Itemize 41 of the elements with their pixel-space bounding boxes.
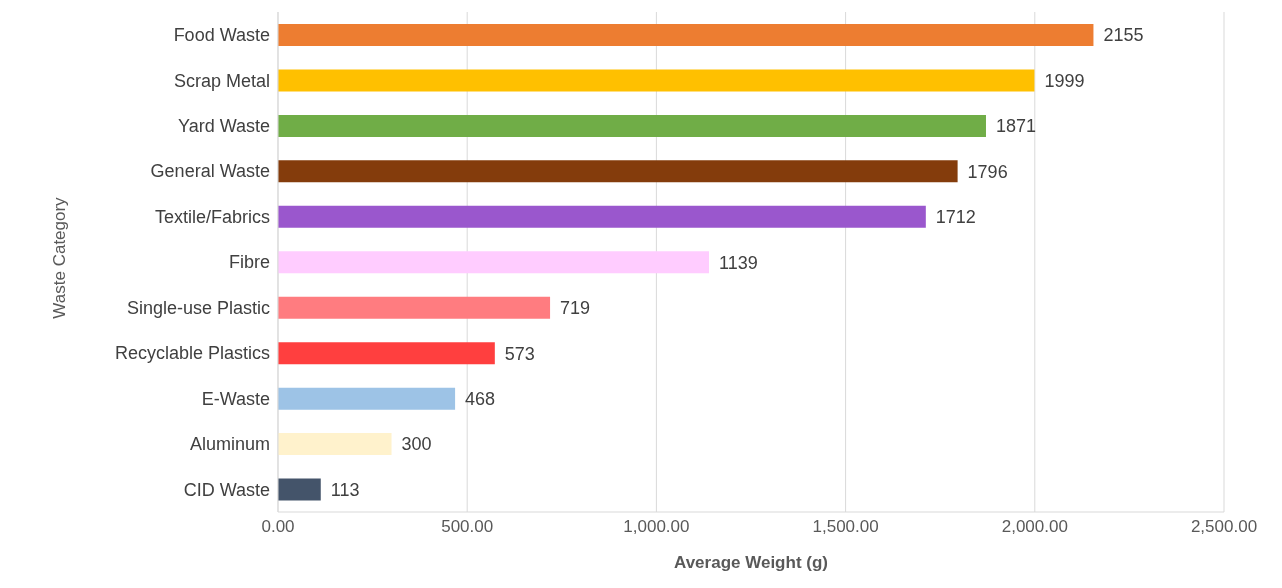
x-tick-label: 0.00 [261,517,295,537]
bar [278,24,1094,46]
y-tick-label: Food Waste [173,25,270,46]
bar [278,478,321,501]
x-tick-label: 2,500.00 [1190,517,1258,537]
data-label: 2155 [1103,25,1144,46]
y-tick-label: General Waste [150,161,270,182]
bar [278,251,709,274]
x-tick-label: 500.00 [441,517,494,537]
y-tick-label: Recyclable Plastics [114,343,270,364]
y-axis-title: Waste Category [50,197,70,319]
bar [278,387,456,410]
bar [278,205,926,228]
data-label: 300 [401,434,432,455]
bar [278,69,1035,92]
y-tick-label: Aluminum [189,434,270,455]
y-tick-label: E-Waste [201,388,270,409]
y-tick-label: CID Waste [183,479,270,500]
data-label: 573 [504,343,535,364]
data-label: 1999 [1044,70,1085,91]
y-tick-label: Single-use Plastic [126,297,270,318]
y-tick-label: Fibre [228,252,270,273]
bar [278,342,495,365]
bar [278,296,551,319]
bar [278,114,986,137]
y-tick-label: Textile/Fabrics [154,206,270,227]
x-tick-label: 1,000.00 [623,517,690,537]
bar [278,433,392,456]
data-label: 1871 [995,116,1037,137]
data-label: 468 [465,389,496,410]
x-axis-title: Average Weight (g) [673,553,829,573]
data-label: 1796 [967,161,1008,182]
data-label: 1139 [719,252,758,273]
data-label: 113 [330,479,360,500]
data-label: 1712 [935,207,976,228]
x-tick-label: 1,500.00 [812,517,879,537]
y-tick-label: Yard Waste [177,116,270,137]
data-label: 719 [560,298,591,319]
x-tick-label: 2,000.00 [1001,517,1068,537]
bar [278,160,958,183]
y-tick-label: Scrap Metal [173,70,270,91]
